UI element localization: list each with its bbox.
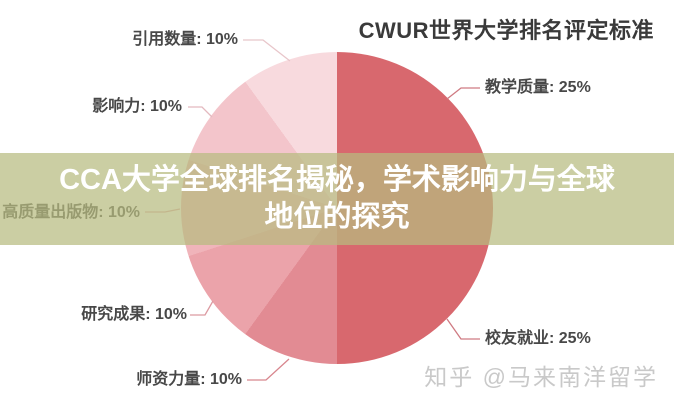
leader-line-influence: [188, 106, 213, 118]
watermark: 知乎 @马来南洋留学: [424, 364, 658, 390]
leader-line-teaching: [446, 87, 480, 100]
pie-label-employment: 校友就业: 25%: [485, 330, 591, 347]
leader-line-citations: [243, 39, 291, 62]
leader-line-research: [190, 300, 214, 316]
leader-line-faculty: [247, 358, 290, 381]
pie-label-teaching: 教学质量: 25%: [485, 79, 591, 96]
chart-title: CWUR世界大学排名评定标准: [358, 18, 654, 43]
pie-label-faculty: 师资力量: 10%: [136, 371, 242, 388]
pie-label-citations: 引用数量: 10%: [132, 31, 238, 48]
pie-label-influence: 影响力: 10%: [92, 98, 182, 115]
pie-label-research: 研究成果: 10%: [81, 306, 187, 323]
title-banner: CCA大学全球排名揭秘，学术影响力与全球 地位的探究: [0, 153, 674, 245]
leader-line-employment: [446, 318, 480, 340]
banner-title-line2: 地位的探究: [264, 201, 410, 233]
banner-title-line1: CCA大学全球排名揭秘，学术影响力与全球: [59, 164, 615, 196]
